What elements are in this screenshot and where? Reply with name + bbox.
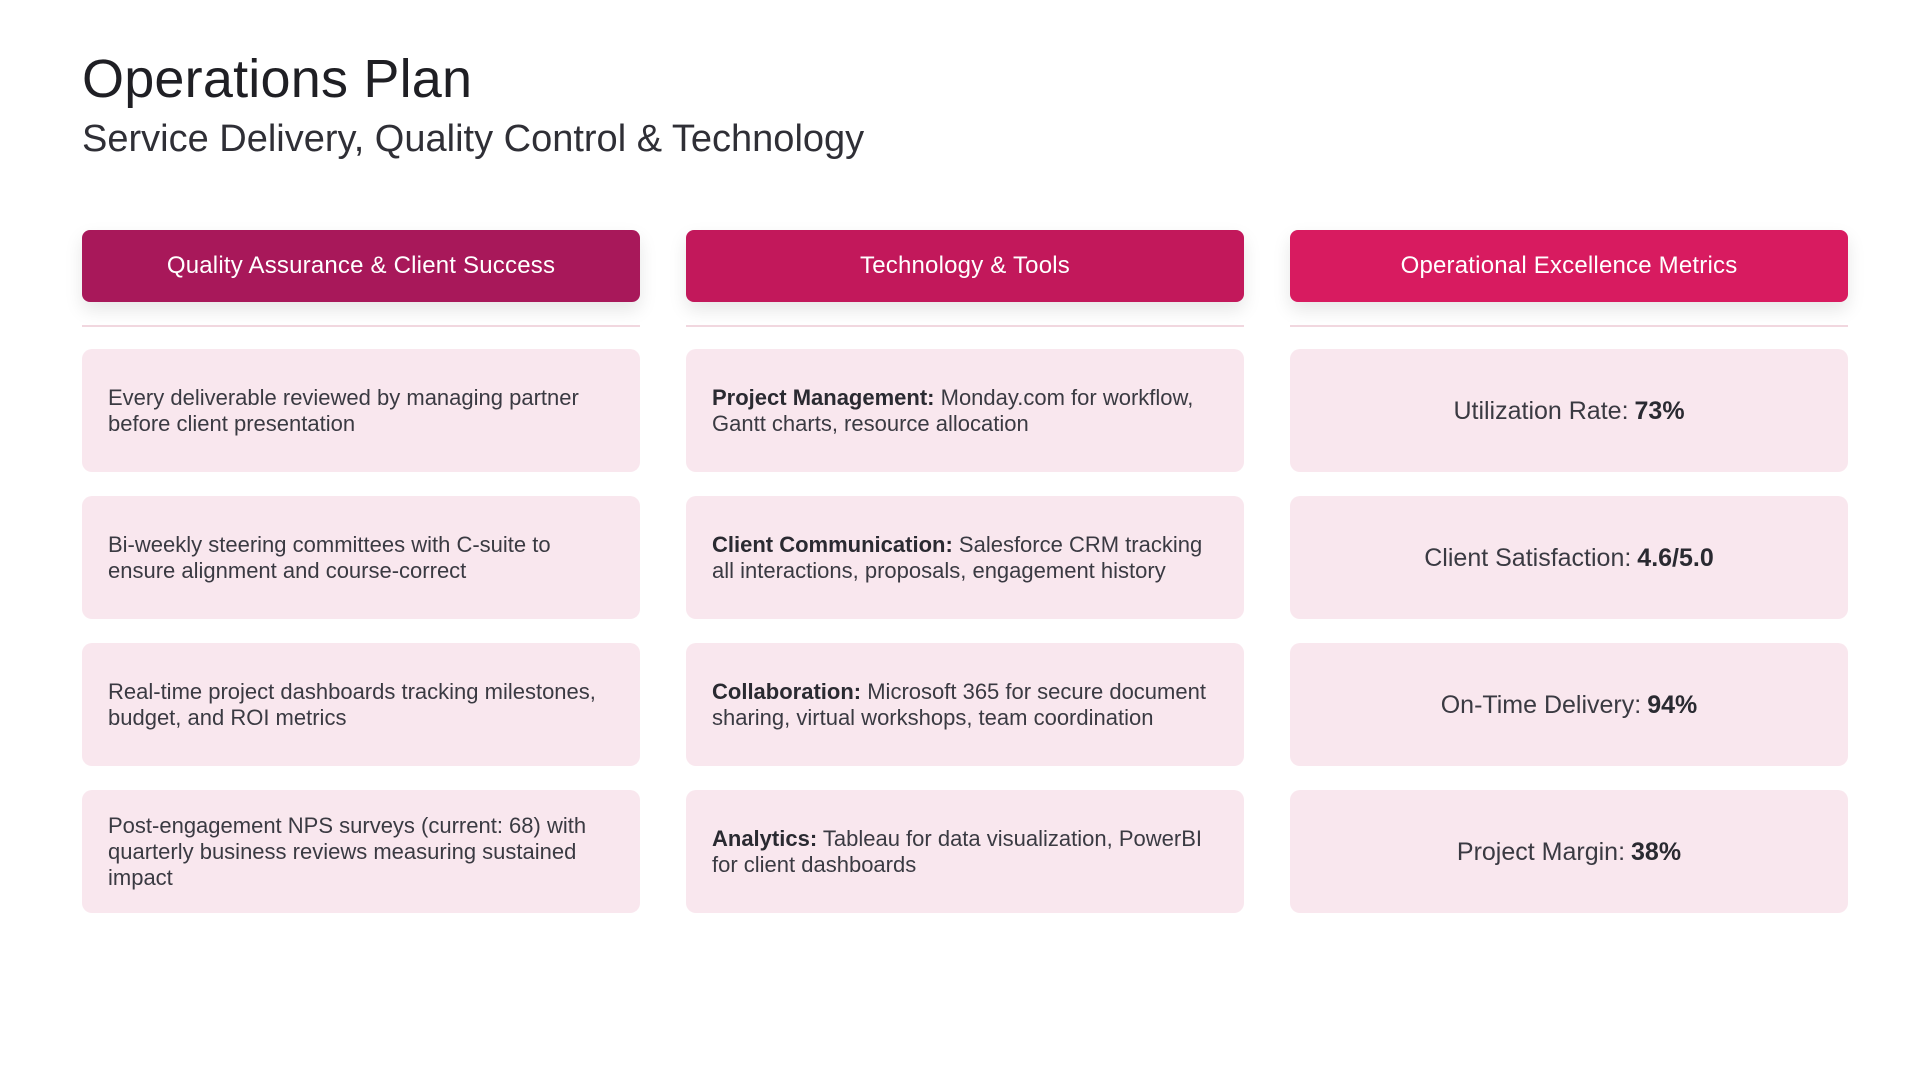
tool-card: Project Management: Monday.com for workf… xyxy=(686,349,1244,472)
column-operational-metrics: Operational Excellence Metrics Utilizati… xyxy=(1290,230,1848,937)
metric-value: 4.6/5.0 xyxy=(1637,543,1714,572)
tool-card-desc: Monday.com for workflow, Gantt charts, r… xyxy=(712,384,1194,436)
column-header-technology-tools: Technology & Tools xyxy=(686,230,1244,302)
qa-card: Every deliverable reviewed by managing p… xyxy=(82,349,640,472)
tool-card-text: Client Communication: Salesforce CRM tra… xyxy=(712,532,1218,584)
qa-card-text: Bi-weekly steering committees with C-sui… xyxy=(108,531,551,583)
tool-card: Analytics: Tableau for data visualizatio… xyxy=(686,790,1244,913)
qa-card-text: Post-engagement NPS surveys (current: 68… xyxy=(108,812,587,890)
metric-label: Client Satisfaction: xyxy=(1424,543,1632,572)
column-divider xyxy=(686,325,1244,327)
metric-card: Project Margin: 38% xyxy=(1290,790,1848,913)
column-header-quality-assurance: Quality Assurance & Client Success xyxy=(82,230,640,302)
qa-card-text: Every deliverable reviewed by managing p… xyxy=(108,384,579,436)
metric-value: 73% xyxy=(1634,396,1685,425)
column-divider xyxy=(1290,325,1848,327)
metric-label: Project Margin: xyxy=(1456,837,1626,866)
column-technology-tools: Technology & Tools Project Management: M… xyxy=(686,230,1244,937)
metric-card: Client Satisfaction: 4.6/5.0 xyxy=(1290,496,1848,619)
tool-card-text: Collaboration: Microsoft 365 for secure … xyxy=(712,679,1218,731)
tool-card: Client Communication: Salesforce CRM tra… xyxy=(686,496,1244,619)
columns: Quality Assurance & Client Success Every… xyxy=(82,230,1848,937)
metric-value: 94% xyxy=(1647,690,1698,719)
page-title: Operations Plan xyxy=(82,49,473,109)
qa-card: Post-engagement NPS surveys (current: 68… xyxy=(82,790,640,913)
metric-card: Utilization Rate: 73% xyxy=(1290,349,1848,472)
tool-card-desc: Microsoft 365 for secure document sharin… xyxy=(712,678,1206,730)
tool-card-lead: Collaboration: xyxy=(712,678,862,704)
column-quality-assurance: Quality Assurance & Client Success Every… xyxy=(82,230,640,937)
metric-label: Utilization Rate: xyxy=(1453,396,1629,425)
tool-card: Collaboration: Microsoft 365 for secure … xyxy=(686,643,1244,766)
tool-card-desc: Tableau for data visualization, PowerBI … xyxy=(712,825,1202,877)
qa-card: Bi-weekly steering committees with C-sui… xyxy=(82,496,640,619)
metric-value: 38% xyxy=(1631,837,1682,866)
qa-card: Real-time project dashboards tracking mi… xyxy=(82,643,640,766)
tool-card-lead: Analytics: xyxy=(712,825,818,851)
page-subtitle: Service Delivery, Quality Control & Tech… xyxy=(82,118,865,160)
metric-card: On-Time Delivery: 94% xyxy=(1290,643,1848,766)
metric-label: On-Time Delivery: xyxy=(1440,690,1642,719)
tool-card-lead: Client Communication: xyxy=(712,531,953,557)
tool-card-lead: Project Management: xyxy=(712,384,935,410)
tool-card-text: Analytics: Tableau for data visualizatio… xyxy=(712,826,1218,878)
qa-card-text: Real-time project dashboards tracking mi… xyxy=(108,678,596,730)
tool-card-text: Project Management: Monday.com for workf… xyxy=(712,385,1218,437)
tool-card-desc: Salesforce CRM tracking all interactions… xyxy=(712,531,1203,583)
column-header-operational-metrics: Operational Excellence Metrics xyxy=(1290,230,1848,302)
column-divider xyxy=(82,325,640,327)
